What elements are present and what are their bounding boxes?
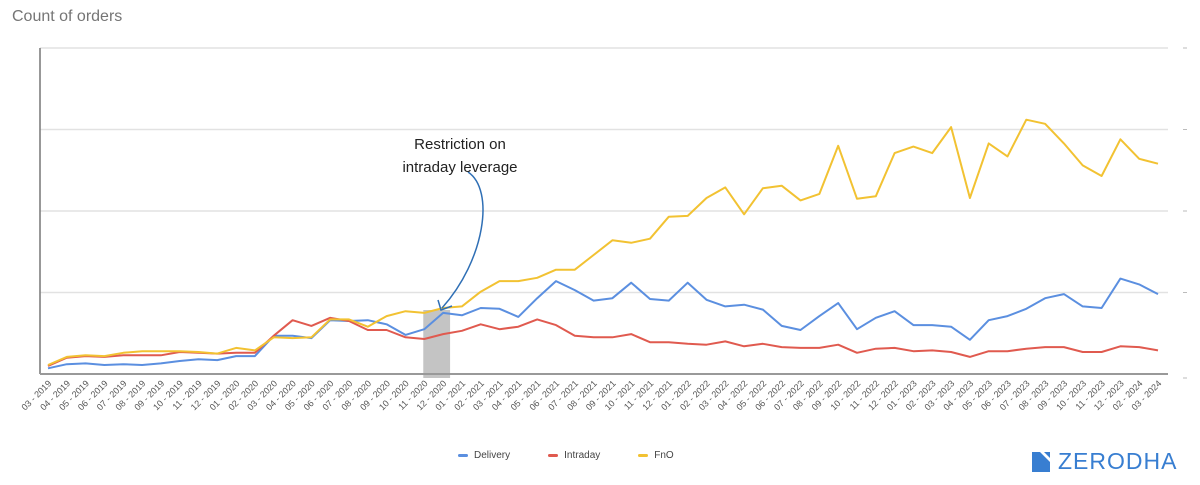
annotation-arrow: [441, 171, 484, 309]
annotation-line-2: intraday leverage: [402, 159, 518, 176]
legend-item-fno[interactable]: FnO: [638, 450, 674, 461]
annotation-text: Restriction on intraday leverage: [380, 133, 540, 179]
legend-swatch: [458, 454, 468, 457]
zerodha-logo-icon: [1032, 451, 1050, 472]
legend-label: Delivery: [474, 450, 511, 461]
annotation-line-1: Restriction on: [414, 136, 506, 153]
legend-item-intraday[interactable]: Intraday: [548, 450, 600, 461]
legend-swatch: [638, 454, 649, 457]
series-line-delivery: [47, 277, 1159, 370]
series-line-fno: [47, 118, 1159, 366]
highlight-band: [423, 310, 451, 378]
annotation-arrow-head: [437, 299, 453, 311]
legend-label: FnO: [654, 450, 674, 461]
series-line-intraday: [47, 316, 1159, 367]
zerodha-logo-text: ZERODHA: [1058, 448, 1178, 474]
legend-label: Intraday: [564, 450, 601, 461]
legend-swatch: [548, 454, 559, 457]
legend: Delivery Intraday FnO: [458, 450, 674, 461]
legend-item-delivery[interactable]: Delivery: [458, 450, 510, 461]
chart-title: Count of orders: [12, 8, 123, 25]
zerodha-logo: ZERODHA: [1032, 448, 1177, 475]
